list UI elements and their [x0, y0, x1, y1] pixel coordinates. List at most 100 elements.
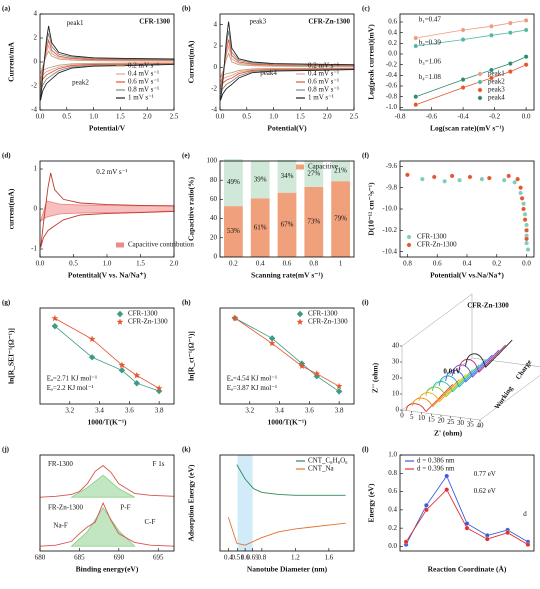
x-tick-label: 690 [114, 554, 125, 562]
marker [519, 195, 525, 201]
marker [486, 175, 492, 181]
x-tick-label: 0.6 [283, 260, 292, 268]
y-tick-label: 1 [34, 165, 38, 173]
bar [250, 161, 270, 199]
marker [484, 536, 490, 542]
y-tick-label: -2 [211, 84, 217, 92]
legend-marker [116, 310, 124, 318]
x-tick-label: 0.0 [36, 113, 45, 121]
panel-label: (e) [182, 152, 190, 160]
y-tick-label: -9.6 [386, 162, 398, 170]
bar [304, 186, 324, 257]
x-tick-label: -0.2 [489, 113, 501, 121]
marker [118, 367, 126, 374]
y-axis-label: D(10⁻¹² cm⁻²s⁻¹) [367, 182, 376, 236]
plot-frame [39, 13, 175, 111]
value-label: 27% [307, 170, 320, 178]
line [39, 501, 175, 547]
marker [405, 172, 410, 178]
panel-label: (h) [182, 299, 191, 307]
legend-label: CFR-1300 [128, 310, 158, 318]
x-tick-label: 35 [467, 420, 475, 428]
x-axis-label: Z' (ohm) [434, 429, 463, 438]
marker [508, 20, 513, 26]
marker [133, 371, 141, 379]
y-tick-label: 0 [396, 406, 400, 414]
y-tick-label: 0 [214, 253, 218, 261]
y-axis-label: Capacitive ratio(%) [187, 177, 196, 241]
marker [460, 37, 466, 42]
bar [331, 181, 350, 257]
marker [524, 240, 529, 246]
panel-label: (l) [362, 446, 369, 454]
y-axis-label: Energy (eV) [367, 483, 376, 522]
marker [521, 201, 526, 207]
x-axis-label: Binding energy(eV) [76, 565, 139, 574]
y-tick-label: 0.6 [388, 487, 397, 495]
line [39, 465, 175, 498]
marker [413, 43, 419, 49]
x-tick-label: 20 [438, 417, 446, 425]
annotation: Working [493, 384, 515, 411]
legend-label: CNT_C₆H₈O₆ [308, 457, 348, 465]
marker [505, 530, 510, 536]
marker [431, 174, 437, 180]
x-tick-label: -0.8 [394, 113, 406, 121]
spectrum-curve [418, 374, 467, 403]
x-tick-label: 0.4 [224, 554, 233, 562]
value-label: 49% [227, 178, 240, 186]
y-tick-label: -10.0 [382, 205, 397, 213]
marker [51, 314, 59, 322]
annotation: Eₐ=3.87 KJ mol⁻¹ [227, 384, 277, 392]
y-tick-label: 0.4 [388, 28, 397, 36]
x-tick-label: 0.0 [216, 113, 225, 121]
y-axis-label: current(mA) [7, 188, 16, 229]
spectrum-curve [464, 339, 513, 369]
marker [524, 236, 529, 242]
y-tick-label: -1.0 [386, 103, 398, 111]
x-tick-label: 0.5 [69, 260, 78, 268]
marker [88, 335, 96, 342]
legend-label: peak3 [488, 86, 505, 94]
marker [155, 387, 163, 395]
marker [524, 222, 529, 228]
x-tick-label: 2.0 [323, 113, 332, 121]
value-label: 67% [281, 220, 294, 228]
plot-frame [399, 160, 535, 258]
line [227, 517, 346, 546]
y-tick-label: 30 [392, 358, 400, 366]
annotation: d [523, 510, 527, 518]
y-tick-label: 2 [214, 42, 218, 50]
marker [133, 380, 140, 387]
panel-label: (c) [362, 5, 370, 13]
x-tick-label: 0.8 [403, 260, 412, 268]
legend-marker [477, 79, 483, 85]
marker [460, 77, 466, 82]
x-tick-label: 695 [153, 554, 164, 562]
chart-title: CFR-Zn-1300 [308, 18, 350, 26]
y-tick-label: -0.4 [386, 71, 398, 79]
value-label: 39% [254, 175, 267, 183]
bar [224, 159, 243, 207]
legend-marker [406, 234, 412, 240]
x-tick-label: 2.0 [170, 260, 179, 268]
value-label: 61% [254, 223, 267, 231]
marker [508, 61, 513, 66]
y-tick-label: -4 [211, 106, 217, 114]
axis-line [401, 293, 473, 347]
y-tick-label: -10.4 [382, 247, 397, 255]
y-tick-label: 4 [34, 10, 38, 18]
annotation: FR-1300 [48, 460, 73, 468]
x-tick-label: 680 [35, 554, 46, 562]
marker [501, 177, 507, 183]
legend-marker [296, 318, 304, 325]
y-axis-label: Z'' (ohm) [371, 362, 380, 393]
x-tick-label: 2.5 [170, 113, 179, 121]
x-axis-label: Nanotube Diameter (nm) [247, 565, 328, 574]
y-tick-label: 20 [210, 233, 218, 241]
x-tick-label: 3.4 [95, 407, 104, 415]
annotation: peak3 [249, 17, 266, 25]
annotation: peak1 [67, 19, 84, 27]
y-tick-label: 0.4 [388, 505, 397, 513]
y-tick-label: 40 [210, 214, 218, 222]
